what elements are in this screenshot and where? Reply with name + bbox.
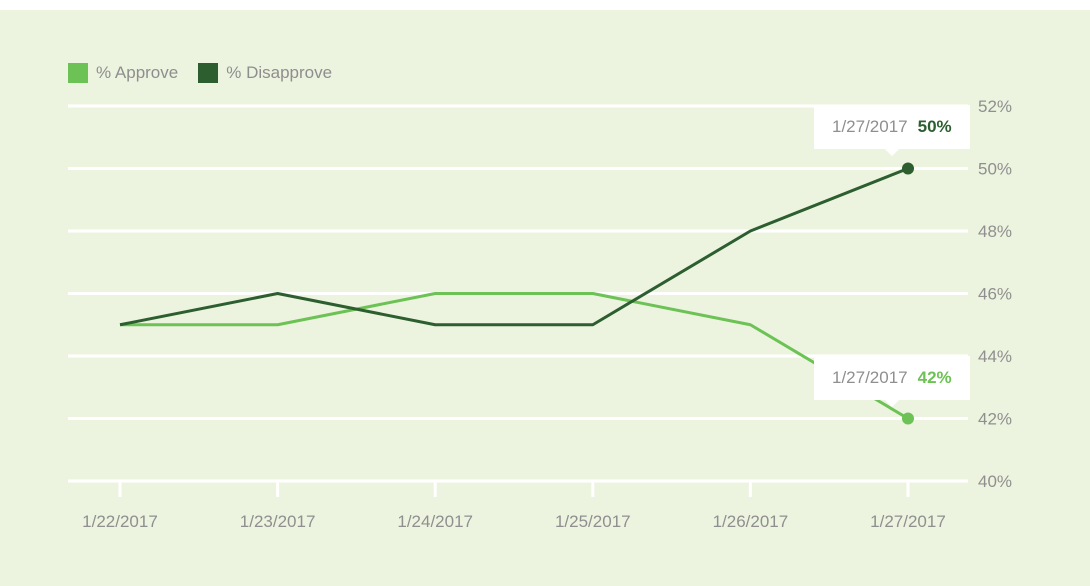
data-point-approve[interactable]	[902, 412, 914, 425]
legend-label-approve: % Approve	[96, 63, 179, 82]
legend-swatch-disapprove	[198, 63, 219, 83]
legend-item-disapprove[interactable]: % Disapprove	[198, 63, 332, 83]
y-tick-label: 50%	[978, 160, 1012, 179]
x-tick-label: 1/24/2017	[397, 512, 473, 531]
data-point-disapprove[interactable]	[902, 162, 914, 175]
y-tick-label: 42%	[978, 410, 1012, 429]
x-tick-label: 1/23/2017	[240, 512, 316, 531]
series-line-disapprove	[119, 167, 909, 327]
y-tick-label: 44%	[978, 347, 1012, 366]
tooltip-value: 42%	[917, 368, 952, 387]
x-tick-label: 1/22/2017	[82, 512, 158, 531]
legend-label-disapprove: % Disapprove	[226, 63, 333, 82]
series-line-approve	[120, 292, 909, 420]
chart-legend: % Approve % Disapprove	[68, 63, 352, 83]
y-tick-label: 40%	[978, 472, 1012, 491]
tooltip-date: 1/27/2017	[832, 117, 908, 136]
x-tick-label: 1/25/2017	[555, 512, 631, 531]
y-tick-label: 52%	[978, 97, 1012, 116]
tooltip-disapprove: 1/27/2017 50%	[814, 105, 970, 156]
x-tick-label: 1/27/2017	[870, 512, 946, 531]
y-tick-label: 48%	[978, 222, 1012, 241]
tooltip-value: 50%	[917, 117, 952, 136]
legend-item-approve[interactable]: % Approve	[68, 63, 178, 83]
legend-swatch-approve	[68, 63, 88, 83]
x-tick-label: 1/26/2017	[713, 512, 789, 531]
tooltip-approve: 1/27/2017 42%	[814, 356, 970, 407]
y-tick-label: 46%	[978, 285, 1012, 304]
tooltip-date: 1/27/2017	[832, 368, 908, 387]
